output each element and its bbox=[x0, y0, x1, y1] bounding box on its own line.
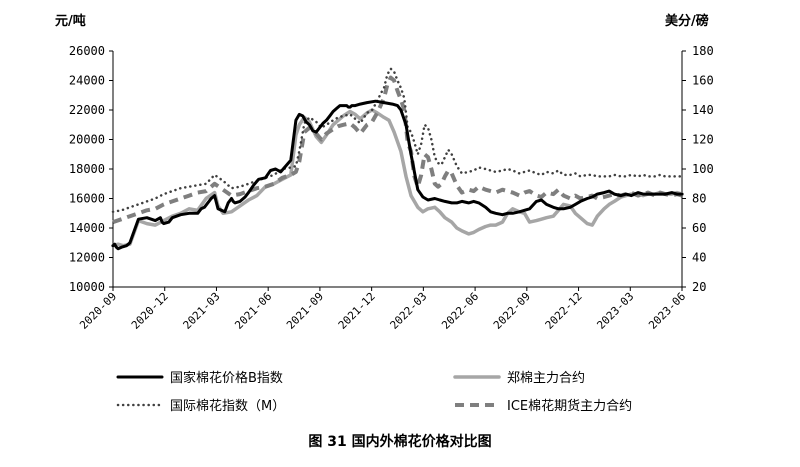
x-tick-label: 2022-06 bbox=[439, 290, 481, 332]
left-tick-label: 12000 bbox=[69, 251, 105, 265]
left-tick-label: 24000 bbox=[69, 74, 105, 88]
series-line-1 bbox=[111, 108, 684, 248]
legend-label-1: 郑棉主力合约 bbox=[507, 371, 585, 386]
left-tick-label: 20000 bbox=[69, 133, 105, 147]
x-tick-label: 2021-12 bbox=[336, 290, 378, 332]
figure-caption: 图 31 国内外棉花价格对比图 bbox=[308, 433, 491, 450]
left-tick-label: 16000 bbox=[69, 192, 105, 206]
right-tick-label: 140 bbox=[692, 103, 714, 117]
right-tick-label: 60 bbox=[692, 221, 706, 235]
right-tick-label: 160 bbox=[692, 74, 714, 88]
x-tick-label: 2021-03 bbox=[181, 290, 223, 332]
left-tick-label: 14000 bbox=[69, 221, 105, 235]
series-line-3 bbox=[112, 75, 683, 224]
right-axis-unit: 美分/磅 bbox=[665, 13, 709, 29]
x-tick-label: 2022-12 bbox=[543, 290, 585, 332]
left-tick-label: 18000 bbox=[69, 162, 105, 176]
right-tick-label: 180 bbox=[692, 44, 714, 58]
right-tick-label: 40 bbox=[692, 251, 706, 265]
series-layer bbox=[111, 67, 684, 251]
series-line-0 bbox=[111, 99, 684, 251]
legend-label-3: ICE棉花期货主力合约 bbox=[507, 398, 632, 414]
x-tick-label: 2021-06 bbox=[232, 290, 274, 332]
x-tick-label: 2021-09 bbox=[284, 290, 326, 332]
x-tick-label: 2020-09 bbox=[77, 290, 119, 332]
right-tick-label: 20 bbox=[692, 280, 706, 294]
x-tick-label: 2022-03 bbox=[388, 290, 430, 332]
right-tick-label: 120 bbox=[692, 133, 714, 147]
right-tick-label: 80 bbox=[692, 192, 706, 206]
axes: 10000 12000 14000 16000 18000 20000 22000 24000… bbox=[69, 44, 714, 332]
legend-label-2: 国际棉花指数（M） bbox=[170, 398, 285, 414]
left-tick-label: 26000 bbox=[69, 44, 105, 58]
left-tick-label: 10000 bbox=[69, 280, 105, 294]
x-tick-label: 2023-06 bbox=[646, 290, 688, 332]
legend-label-0: 国家棉花价格B指数 bbox=[170, 370, 283, 386]
right-tick-label: 100 bbox=[692, 162, 714, 176]
x-tick-label: 2022-09 bbox=[491, 290, 533, 332]
left-axis-unit: 元/吨 bbox=[55, 13, 86, 29]
x-tick-label: 2023-03 bbox=[594, 290, 636, 332]
x-tick-label: 2020-12 bbox=[129, 290, 171, 332]
left-tick-label: 22000 bbox=[69, 103, 105, 117]
series-line-2 bbox=[111, 67, 684, 214]
